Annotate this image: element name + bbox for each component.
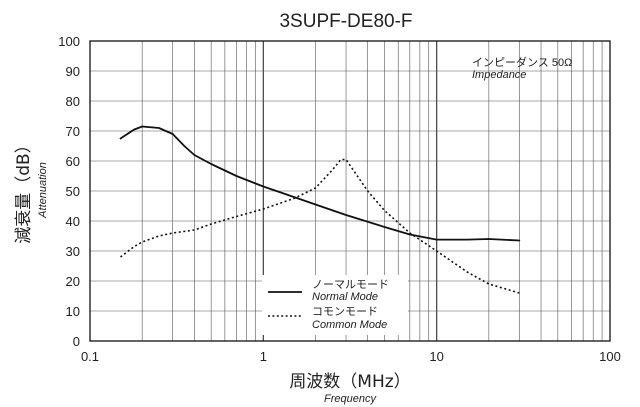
y-tick-label: 50 [66,184,80,199]
y-tick-label: 80 [66,94,80,109]
legend-sublabel-common: Common Mode [312,319,387,331]
x-tick-label: 10 [429,349,443,364]
y-tick-labels: 0 10 20 30 40 50 60 70 80 90 100 [58,34,80,349]
annotation-impedance: インピーダンス 50Ω [472,55,572,69]
legend-box [262,275,408,335]
plot-frame [89,40,611,342]
series-line-common-mode [120,158,520,294]
legend: ノーマルモード Normal Mode コモンモード Common Mode [262,275,408,335]
y-tick-label: 10 [66,304,80,319]
series-line-normal-mode [119,125,521,242]
y-axis-label: 減衰量（dB） [14,136,34,243]
x-axis-sublabel: Frequency [324,393,377,405]
x-tick-label: 100 [599,349,621,364]
legend-sublabel-normal: Normal Mode [312,291,378,303]
legend-label-normal: ノーマルモード [312,279,389,291]
legend-label-common: コモンモード [312,306,378,318]
y-tick-label: 60 [66,154,80,169]
x-tick-label: 0.1 [81,349,99,364]
x-tick-labels: 0.1 1 10 100 [81,349,621,364]
y-tick-label: 40 [66,214,80,229]
y-axis-sublabel: Attenuation [37,162,49,219]
chart-title: 3SUPF-DE80-F [279,11,412,32]
series-layer [119,125,521,294]
y-tick-label: 70 [66,124,80,139]
y-tick-label: 100 [58,34,80,49]
y-tick-label: 90 [66,64,80,79]
annotation-impedance-en: Impedance [472,69,526,81]
x-tick-label: 1 [260,349,267,364]
impedance-annotation: インピーダンス 50Ω Impedance [472,55,572,81]
x-axis-label: 周波数（MHz） [289,372,410,392]
y-tick-label: 30 [66,244,80,259]
y-tick-label: 20 [66,274,80,289]
y-tick-label: 0 [73,334,80,349]
